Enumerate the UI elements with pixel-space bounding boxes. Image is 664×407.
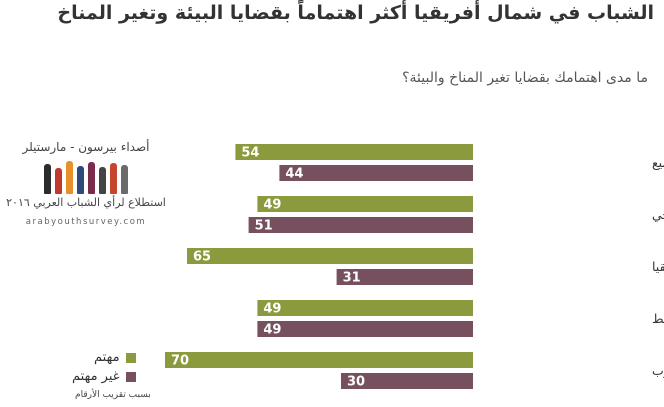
category-label-0: الجميع (652, 155, 664, 170)
value-label-concerned-0: 54 (241, 146, 259, 161)
value-label-not-concerned-3: 49 (263, 323, 281, 338)
value-label-concerned-3: 49 (263, 302, 281, 317)
value-label-not-concerned-2: 31 (343, 271, 361, 286)
chart-legend: مهتم غير مهتم (72, 350, 136, 388)
value-label-not-concerned-0: 44 (285, 167, 303, 182)
legend-item-not-concerned: غير مهتم (72, 369, 136, 384)
value-label-concerned-1: 49 (263, 198, 281, 213)
legend-item-concerned: مهتم (72, 350, 136, 365)
logo-url: arabyouthsurvey.com (25, 217, 147, 227)
bar-concerned-2 (187, 248, 473, 264)
category-label-3: شرق المتوسط (652, 311, 664, 327)
youth-figures-icon (6, 158, 166, 194)
bar-concerned-3 (257, 300, 473, 316)
footnote: بسبب تقريب الأرقام (75, 390, 151, 400)
legend-label-concerned: مهتم (94, 350, 120, 365)
bar-not-concerned-4 (341, 373, 473, 389)
value-label-not-concerned-4: 30 (347, 375, 365, 390)
logo-line2: استطلاع لرأي الشباب العربي ٢٠١٦ (6, 196, 166, 209)
logo-line1: أصداء بيرسون - مارستيلر (22, 140, 150, 154)
category-label-2: شمال أفريقيا (652, 258, 664, 275)
bar-concerned-0 (235, 144, 473, 160)
legend-swatch-not-concerned (125, 371, 136, 382)
bar-not-concerned-3 (257, 321, 473, 337)
bar-concerned-1 (257, 196, 473, 212)
legend-swatch-concerned (125, 352, 136, 363)
value-label-not-concerned-1: 51 (255, 219, 273, 234)
bar-not-concerned-1 (248, 217, 473, 233)
bar-concerned-4 (165, 352, 473, 368)
survey-question: ما مدى اهتمامك بقضايا تغير المناخ والبيئ… (402, 70, 648, 86)
category-label-1: دول مجلس التعاون الخليجي (652, 207, 664, 223)
value-label-concerned-4: 70 (171, 354, 189, 369)
value-label-concerned-2: 65 (193, 250, 211, 265)
chart-title: الشباب في شمال أفريقيا أكثر اهتماماً بقض… (57, 2, 654, 24)
category-label-4: المغرب (652, 363, 664, 379)
bar-not-concerned-2 (336, 269, 473, 285)
survey-logo: أصداء بيرسون - مارستيلر استطلاع لرأي الش… (6, 140, 166, 227)
bar-not-concerned-0 (279, 165, 473, 181)
legend-label-not-concerned: غير مهتم (72, 369, 120, 384)
